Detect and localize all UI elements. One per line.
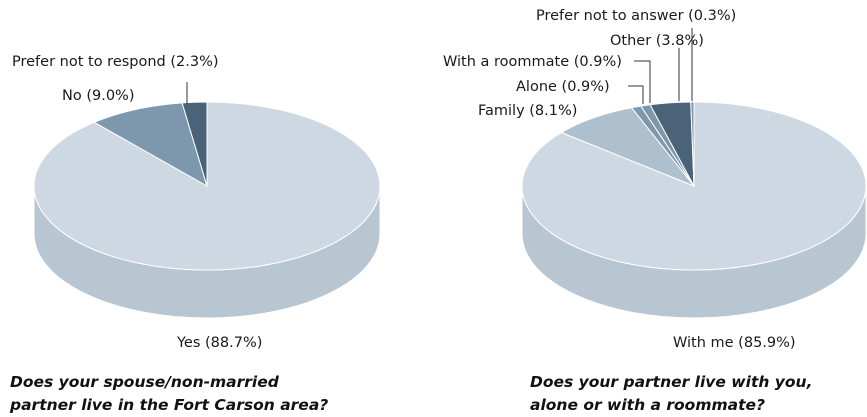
pie-1-slice-no bbox=[93, 102, 208, 188]
pie-2-slice-prefer-not-to-answer bbox=[690, 101, 695, 187]
slice-label-with-a-roommate: With a roommate (0.9%) bbox=[443, 54, 622, 70]
question-title-1-line-2: partner live in the Fort Carson area? bbox=[9, 396, 328, 414]
slice-label-prefer-not-to-respond: Prefer not to respond (2.3%) bbox=[12, 54, 219, 70]
slice-label-other: Other (3.8%) bbox=[610, 33, 704, 49]
slice-label-prefer-not-to-answer: Prefer not to answer (0.3%) bbox=[536, 8, 736, 24]
pie-chart-fort-carson-area: Prefer not to respond (2.3%) No (9.0%) Y… bbox=[9, 54, 381, 414]
slice-label-no: No (9.0%) bbox=[62, 88, 134, 104]
question-title-1-line-1: Does your spouse/non-married bbox=[10, 373, 280, 391]
leader-alone bbox=[628, 85, 644, 104]
slice-label-with-me: With me (85.9%) bbox=[673, 335, 796, 351]
leader-with-a-roommate bbox=[634, 60, 651, 103]
pie-1-top bbox=[33, 101, 381, 271]
question-title-2-line-1: Does your partner live with you, bbox=[530, 373, 812, 391]
slice-label-alone: Alone (0.9%) bbox=[516, 79, 610, 95]
question-title-2-line-2: alone or with a roommate? bbox=[530, 396, 765, 414]
pie-1-slice-prefer-not-to-respond bbox=[181, 101, 208, 187]
pie-2-slice-family bbox=[560, 107, 696, 188]
slice-label-family: Family (8.1%) bbox=[478, 103, 577, 119]
slice-label-yes: Yes (88.7%) bbox=[176, 335, 262, 351]
pie-chart-partner-lives-with: Prefer not to answer (0.3%) Other (3.8%)… bbox=[443, 8, 867, 414]
pie-2-top bbox=[521, 101, 867, 271]
